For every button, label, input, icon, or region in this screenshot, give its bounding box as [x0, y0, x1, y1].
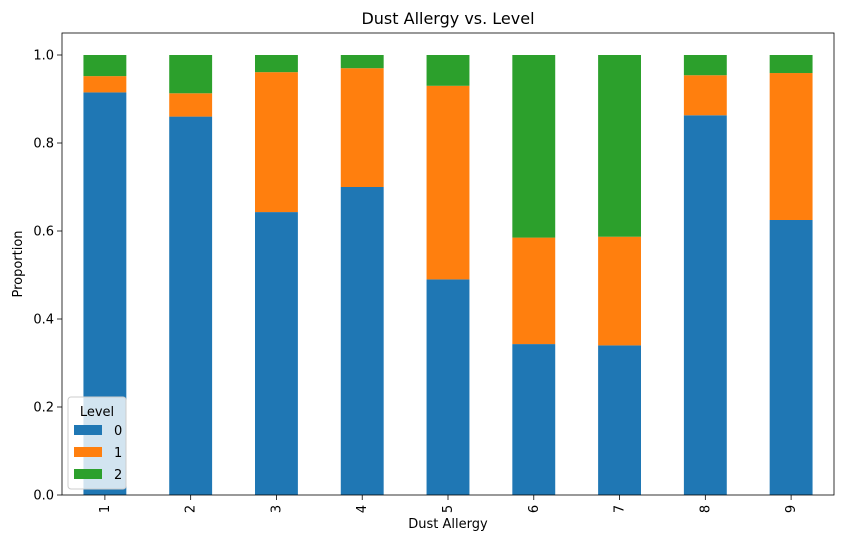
legend-label-level-0: 0: [114, 424, 122, 439]
legend-swatch-level-2: [74, 469, 102, 479]
y-tick-label: 0.4: [33, 313, 54, 328]
bar-4-level-0: [340, 187, 384, 495]
bar-3-level-0: [255, 212, 298, 495]
bar-2-level-0: [169, 116, 213, 495]
x-tick-label: 9: [784, 505, 799, 513]
y-axis-ticks: 0.0 0.2 0.4 0.6 0.8 1.0: [33, 49, 62, 504]
x-tick-label: 8: [698, 505, 713, 513]
legend-items: 0 1 2: [74, 424, 122, 483]
bar-8-level-1: [683, 75, 727, 116]
y-tick-label: 0.6: [33, 225, 54, 240]
bar-4-level-2: [340, 55, 384, 69]
legend-swatch-level-0: [74, 425, 102, 435]
bar-3-level-1: [255, 72, 298, 213]
y-tick-label: 0.0: [33, 489, 54, 504]
bar-8-level-2: [683, 55, 727, 76]
bars-group: [83, 55, 813, 496]
legend-title: Level: [80, 405, 114, 420]
legend-swatch-level-1: [74, 447, 102, 457]
plot-frame: [61, 32, 835, 496]
legend-label-level-1: 1: [114, 446, 122, 461]
bar-5-level-2: [426, 55, 470, 86]
x-tick-label: 1: [98, 505, 113, 513]
bar-5-level-1: [426, 85, 470, 280]
legend: Level 0 1 2: [67, 396, 127, 490]
bar-7-level-1: [598, 236, 641, 346]
y-axis-label: Proportion: [11, 230, 26, 297]
chart-title: Dust Allergy vs. Level: [361, 9, 534, 28]
bar-6-level-1: [512, 237, 556, 345]
bar-5-level-0: [426, 279, 470, 495]
y-tick-label: 1.0: [33, 49, 54, 64]
x-tick-label: 4: [355, 505, 370, 513]
bar-2-level-1: [169, 93, 213, 117]
x-tick-label: 2: [184, 505, 199, 513]
y-tick-label: 0.2: [33, 401, 54, 416]
bar-6-level-2: [512, 55, 556, 238]
bar-7-level-2: [598, 55, 641, 237]
bar-9-level-0: [769, 220, 813, 495]
bar-9-level-2: [769, 55, 813, 74]
bar-4-level-1: [340, 68, 384, 187]
bar-8-level-0: [683, 115, 727, 495]
x-tick-label: 5: [441, 505, 456, 513]
legend-label-level-2: 2: [114, 468, 122, 483]
bar-2-level-2: [169, 55, 213, 94]
x-axis-ticks: 1 2 3 4 5 6 7 8 9: [98, 495, 799, 513]
x-tick-label: 3: [269, 505, 284, 513]
bar-6-level-0: [512, 344, 556, 495]
x-tick-label: 6: [527, 505, 542, 513]
bar-1-level-2: [83, 55, 127, 77]
bar-3-level-2: [255, 55, 298, 73]
bar-7-level-0: [598, 345, 641, 495]
bar-1-level-1: [83, 76, 127, 93]
x-axis-label: Dust Allergy: [408, 517, 488, 532]
y-tick-label: 0.8: [33, 137, 54, 152]
legend-box: [67, 396, 127, 490]
bar-9-level-1: [769, 73, 813, 220]
x-tick-label: 7: [613, 505, 628, 513]
